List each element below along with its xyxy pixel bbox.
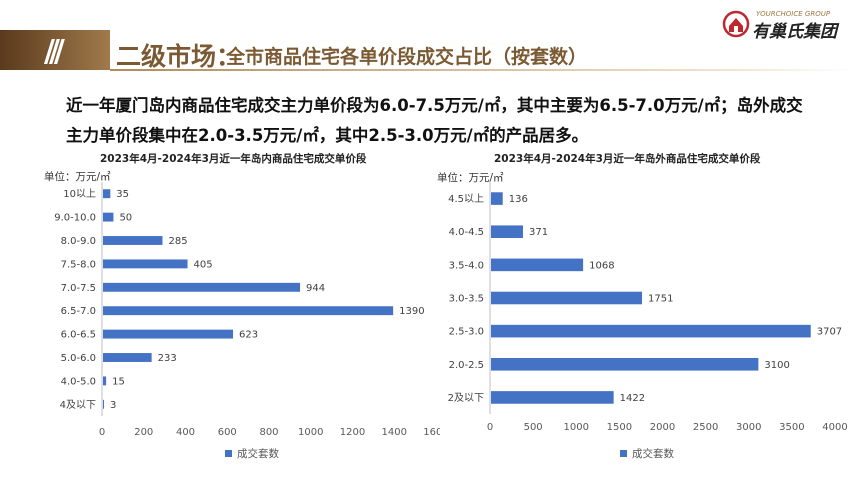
right-chart-unit-label: 单位：万元/㎡: [437, 172, 504, 184]
bar: [103, 329, 234, 339]
data-label: 371: [529, 227, 548, 238]
x-tick-label: 2500: [693, 422, 718, 433]
x-tick-label: 1500: [607, 422, 632, 433]
category-label: 4.0-4.5: [449, 227, 484, 238]
data-label: 3707: [817, 327, 842, 338]
x-tick-label: 0: [487, 422, 493, 433]
left-bar-chart: 10以上 35 9.0-10.0 50 8.0-9.0 285 7.5-8.0 405 7.0-…: [54, 182, 440, 438]
category-label: 8.0-9.0: [61, 236, 96, 247]
data-label: 285: [168, 236, 187, 247]
x-tick-label: 3000: [736, 422, 761, 433]
bar: [491, 324, 811, 338]
x-tick-label: 1200: [340, 427, 365, 438]
data-label: 3: [110, 400, 116, 411]
legend-label: 成交套数: [632, 448, 674, 460]
bar: [103, 353, 152, 362]
category-label: 3.5-4.0: [449, 260, 484, 271]
right-chart-legend: 成交套数: [620, 446, 674, 461]
category-label: 6.0-6.5: [61, 330, 96, 341]
category-label: 2.0-2.5: [449, 360, 484, 371]
x-tick-label: 1000: [564, 422, 589, 433]
x-tick-label: 2000: [650, 422, 675, 433]
bar: [491, 225, 523, 239]
x-tick-label: 4000: [822, 422, 847, 433]
data-label: 1422: [620, 393, 645, 404]
data-label: 233: [158, 353, 177, 364]
bar: [103, 212, 114, 222]
right-bar-chart: 4.5以上 136 4.0-4.5 371 3.5-4.0 1068 3.0-3.5 1751…: [448, 182, 848, 433]
x-tick-label: 0: [99, 427, 105, 438]
data-label: 1751: [648, 294, 673, 305]
legend-swatch: [225, 450, 232, 457]
category-label: 10以上: [63, 188, 96, 200]
left-chart-title: 2023年4月-2024年3月近一年岛内商品住宅成交单价段: [100, 153, 367, 165]
bar: [103, 282, 301, 292]
data-label: 3100: [764, 360, 789, 371]
page-title: 二级市场：: [116, 42, 242, 71]
bar: [491, 291, 643, 305]
bar: [103, 189, 111, 199]
category-label: 4及以下: [60, 399, 96, 411]
category-label: 3.0-3.5: [449, 294, 484, 305]
data-label: 35: [116, 189, 129, 200]
bar: [491, 192, 503, 205]
bar: [491, 258, 584, 272]
category-label: 2及以下: [448, 392, 484, 404]
category-label: 6.5-7.0: [61, 306, 96, 317]
category-label: 2.5-3.0: [449, 327, 484, 338]
header-accent-band: [0, 30, 110, 70]
header-divider: [110, 69, 853, 71]
x-tick-label: 1600: [423, 427, 440, 438]
legend-swatch: [620, 450, 627, 457]
bar: [103, 236, 163, 245]
bar: [103, 306, 394, 316]
left-chart-unit-label: 单位：万元/㎡: [44, 171, 111, 183]
right-chart-title: 2023年4月-2024年3月近一年岛外商品住宅成交单价段: [494, 153, 761, 165]
category-label: 4.0-5.0: [61, 376, 96, 387]
summary-text: 近一年厦门岛内商品住宅成交主力单价段为6.0-7.5万元/㎡，其中主要为6.5-…: [66, 96, 803, 145]
logo-tagline: YOURCHOICE GROUP: [756, 10, 831, 18]
bar: [491, 357, 759, 371]
x-tick-label: 800: [259, 427, 278, 438]
left-chart-legend: 成交套数: [225, 446, 279, 461]
logo-name: 有巢氏集团: [752, 22, 837, 42]
category-label: 9.0-10.0: [54, 213, 96, 224]
bar: [491, 391, 614, 404]
x-tick-label: 3500: [779, 422, 804, 433]
category-label: 5.0-6.0: [61, 353, 96, 364]
data-label: 1068: [589, 260, 614, 271]
x-tick-label: 1000: [298, 427, 323, 438]
category-label: 7.0-7.5: [61, 283, 96, 294]
bar: [103, 259, 188, 269]
category-label: 4.5以上: [448, 193, 484, 205]
legend-label: 成交套数: [237, 448, 279, 460]
data-label: 623: [239, 330, 258, 341]
x-tick-label: 200: [134, 427, 153, 438]
x-tick-label: 500: [524, 422, 543, 433]
x-tick-label: 1400: [382, 427, 407, 438]
logo-house-icon: [722, 10, 750, 38]
category-label: 7.5-8.0: [61, 259, 96, 270]
data-label: 944: [306, 283, 325, 294]
bar: [103, 399, 104, 409]
page-subtitle: 全市商品住宅各单价段成交占比（按套数）: [226, 46, 588, 68]
x-tick-label: 400: [176, 427, 195, 438]
data-label: 15: [112, 376, 125, 387]
data-label: 405: [194, 259, 213, 270]
bar: [103, 376, 107, 386]
header-slash-marks: ///: [44, 34, 65, 69]
data-label: 136: [509, 194, 528, 205]
data-label: 1390: [399, 306, 424, 317]
x-tick-label: 600: [218, 427, 237, 438]
data-label: 50: [119, 213, 132, 224]
